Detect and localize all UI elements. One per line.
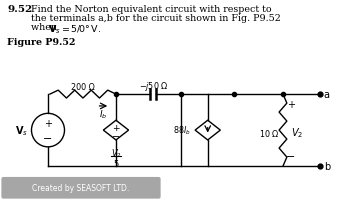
Text: $\mathbf{V}_s$: $\mathbf{V}_s$ [15, 124, 27, 137]
Text: Figure P9.52: Figure P9.52 [7, 38, 76, 47]
Text: 9.52: 9.52 [7, 5, 33, 14]
Text: when: when [31, 23, 60, 32]
Text: Created by SEASOFT LTD.: Created by SEASOFT LTD. [32, 183, 130, 192]
Text: +: + [287, 99, 295, 109]
Text: $\mathbf{V}_s = 5/\!0°\,\mathrm{V}.$: $\mathbf{V}_s = 5/\!0°\,\mathrm{V}.$ [48, 23, 101, 35]
Text: $-j50\;\Omega$: $-j50\;\Omega$ [139, 79, 168, 92]
FancyBboxPatch shape [1, 177, 161, 199]
Text: 5: 5 [113, 159, 119, 168]
Text: $88I_b$: $88I_b$ [173, 124, 191, 137]
Text: $V_2$: $V_2$ [110, 147, 121, 160]
Text: Find the Norton equivalent circuit with respect to: Find the Norton equivalent circuit with … [31, 5, 271, 14]
Text: the terminals a,b for the circuit shown in Fig. P9.52: the terminals a,b for the circuit shown … [31, 14, 280, 23]
Text: −: − [112, 131, 120, 141]
Text: $V_2$: $V_2$ [291, 125, 303, 139]
Text: +: + [112, 123, 120, 132]
Text: −: − [286, 152, 295, 161]
Text: +: + [44, 119, 52, 128]
Text: a: a [324, 90, 330, 100]
Text: −: − [43, 133, 53, 143]
Text: 200 Ω: 200 Ω [71, 82, 95, 91]
Text: $10\;\Omega$: $10\;\Omega$ [259, 127, 279, 138]
Text: b: b [324, 161, 330, 171]
Text: $I_b$: $I_b$ [99, 108, 108, 120]
